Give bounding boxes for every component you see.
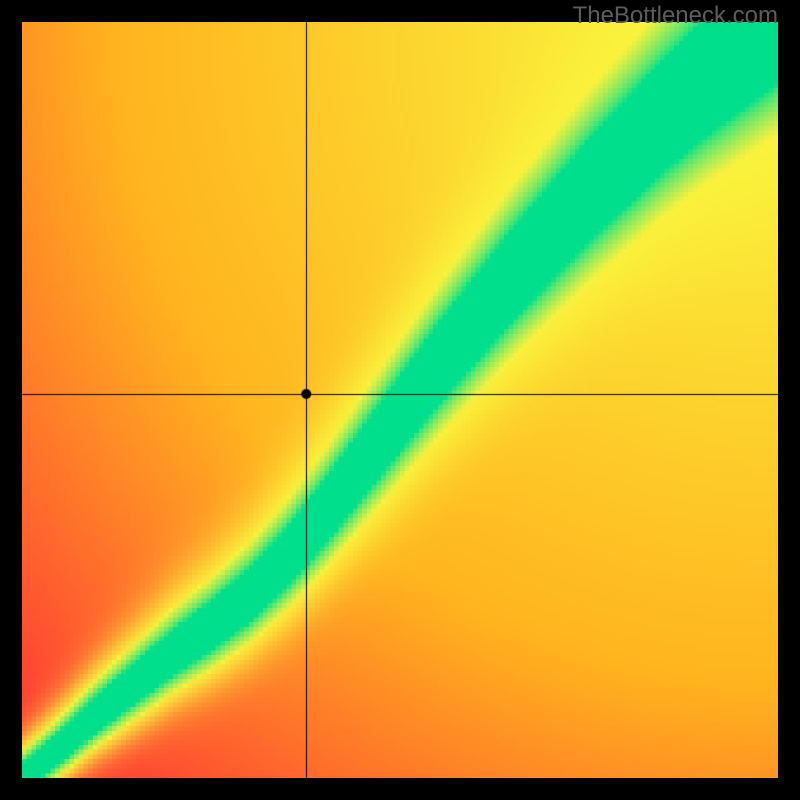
crosshair-overlay <box>0 0 800 800</box>
watermark-text: TheBottleneck.com <box>573 2 778 30</box>
chart-container: TheBottleneck.com <box>0 0 800 800</box>
